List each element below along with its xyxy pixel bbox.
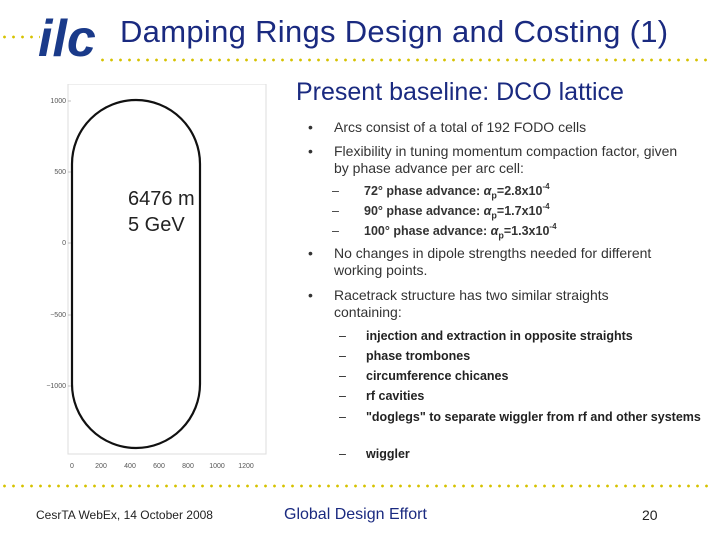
y-tick-label: −1000	[46, 383, 66, 390]
bullet-racetrack: • Racetrack structure has two similar st…	[308, 287, 609, 320]
header-dotted-line	[98, 58, 710, 62]
x-tick-label: 0	[70, 463, 74, 470]
ring-layout-plot: 1000 500 0 −500 −1000 0 200 400 600 800 …	[46, 84, 267, 470]
x-tick-label: 1200	[238, 463, 254, 470]
slide-subtitle: Present baseline: DCO lattice	[296, 78, 624, 106]
x-tick-label: 800	[182, 463, 194, 470]
svg-text:ilc: ilc	[38, 10, 96, 64]
header-dotted-line-left	[0, 35, 40, 39]
straight-item: – injection and extraction in opposite s…	[339, 329, 633, 343]
ring-parameters: 6476 m 5 GeV	[128, 186, 195, 238]
bullet-dipole: • No changes in dipole strengths needed …	[308, 245, 652, 278]
y-tick-label: 0	[62, 240, 66, 247]
bullet-arcs: • Arcs consist of a total of 192 FODO ce…	[308, 119, 587, 135]
straight-item: – phase trombones	[339, 349, 471, 363]
plot-frame	[67, 84, 267, 455]
y-tick-label: −500	[50, 312, 66, 319]
wiggler-item: – wiggler	[339, 447, 410, 461]
x-tick-label: 600	[153, 463, 165, 470]
energy-label: 5 GeV	[128, 214, 185, 236]
phase-advance-item: – 72° phase advance: αp=2.8x10-4	[332, 182, 550, 201]
x-tick-label: 400	[124, 463, 136, 470]
x-tick-label: 200	[95, 463, 107, 470]
page-title: Damping Rings Design and Costing (1)	[120, 14, 669, 49]
phase-advance-item: – 90° phase advance: αp=1.7x10-4	[332, 202, 550, 221]
straight-item: – rf cavities	[339, 389, 425, 403]
y-tick-label: 500	[54, 169, 66, 176]
footer-organization: Global Design Effort	[284, 506, 427, 523]
y-tick-label: 1000	[50, 98, 66, 105]
bullet-flexibility: • Flexibility in tuning momentum compact…	[308, 143, 678, 176]
page-number: 20	[642, 507, 658, 523]
straight-item: – circumference chicanes	[339, 369, 509, 383]
circumference-label: 6476 m	[128, 188, 195, 210]
x-tick-label: 1000	[209, 463, 225, 470]
straight-item: – "doglegs" to separate wiggler from rf …	[339, 410, 701, 424]
footer-event: CesrTA WebEx, 14 October 2008	[36, 508, 213, 522]
phase-advance-item: – 100° phase advance: αp=1.3x10-4	[332, 222, 557, 241]
footer-dotted-line	[0, 484, 712, 488]
ilc-logo: ilc	[38, 10, 96, 64]
racetrack-ring	[70, 98, 202, 450]
